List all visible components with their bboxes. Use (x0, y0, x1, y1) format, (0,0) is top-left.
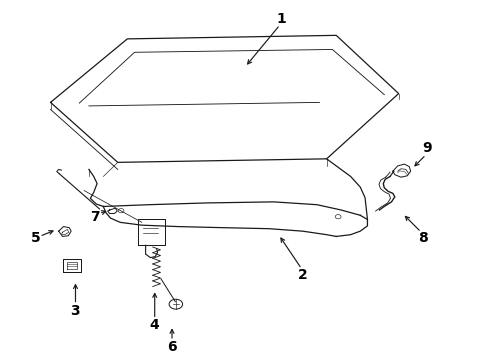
Text: 1: 1 (276, 13, 286, 27)
Text: 2: 2 (298, 268, 308, 282)
Text: 8: 8 (418, 231, 428, 245)
Text: 7: 7 (90, 210, 100, 224)
Text: 4: 4 (149, 318, 159, 332)
Text: 9: 9 (423, 141, 432, 155)
Text: 3: 3 (70, 303, 79, 318)
Text: 5: 5 (31, 231, 41, 245)
Text: 6: 6 (167, 339, 177, 354)
